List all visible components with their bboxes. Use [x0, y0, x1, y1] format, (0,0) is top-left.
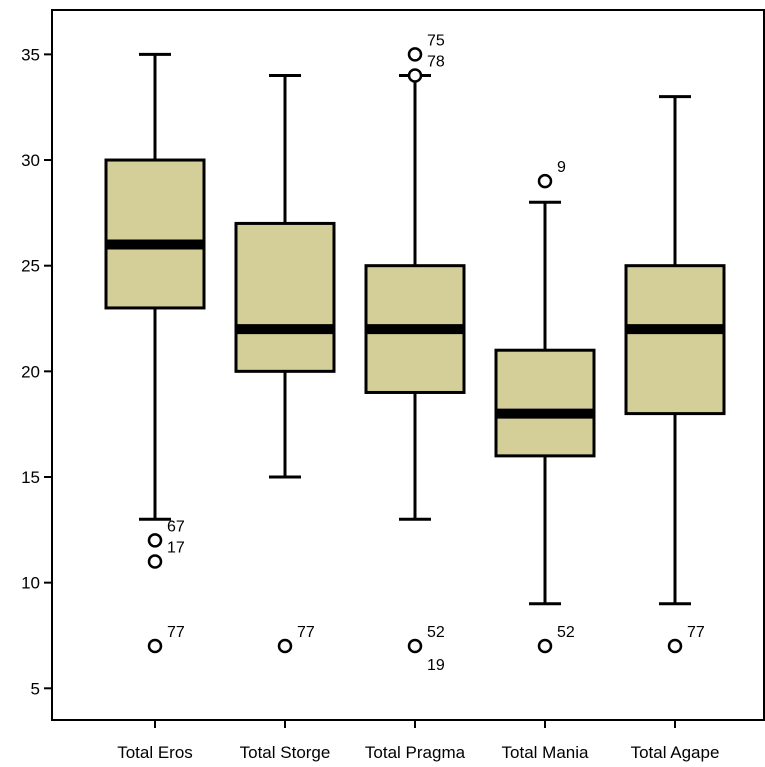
outlier-label: 52: [427, 624, 445, 641]
y-axis: 5 10 15 20 25 30 35: [21, 45, 52, 698]
outlier-point: [147, 638, 163, 654]
iqr-box: [234, 221, 336, 373]
outlier-label: 19: [427, 657, 445, 674]
box-group: 77: [234, 74, 336, 654]
category-label: Total Storge: [240, 743, 331, 762]
y-tick-label: 15: [21, 468, 40, 487]
outlier-point: [537, 173, 553, 189]
iqr-box: [624, 264, 726, 416]
outlier-label: 78: [427, 54, 445, 71]
outlier-label: 67: [167, 518, 185, 535]
category-label: Total Agape: [631, 743, 720, 762]
outlier-point: [407, 68, 423, 83]
outlier-label: 77: [167, 624, 185, 641]
box-group: 75 78 52 19: [364, 32, 466, 674]
box-group: 77: [624, 95, 726, 654]
y-tick-label: 30: [21, 151, 40, 170]
y-tick-label: 10: [21, 574, 40, 593]
outlier-label: 75: [427, 32, 445, 49]
y-tick-label: 25: [21, 257, 40, 276]
y-tick-label: 20: [21, 362, 40, 381]
outlier-point: [147, 533, 163, 548]
category-label: Total Pragma: [365, 743, 466, 762]
boxes-layer: 67 17 77 77 75 78 52 19 9 52 77: [104, 32, 726, 674]
outlier-point: [537, 638, 553, 654]
iqr-box: [494, 348, 596, 458]
category-label: Total Eros: [117, 743, 193, 762]
iqr-box: [104, 158, 206, 310]
y-tick-label: 35: [21, 45, 40, 64]
outlier-point: [147, 554, 163, 569]
y-tick-label: 5: [31, 679, 40, 698]
outlier-label: 77: [297, 624, 315, 641]
outlier-label: 77: [687, 624, 705, 641]
outlier-point: [407, 47, 423, 62]
x-axis: Total Eros Total Storge Total Pragma Total …: [117, 720, 719, 762]
outlier-point: [277, 638, 293, 654]
outlier-label: 52: [557, 624, 575, 641]
box-group: 9 52: [494, 159, 596, 654]
category-label: Total Mania: [502, 743, 589, 762]
outlier-point: [667, 638, 683, 654]
box-group: 67 17 77: [104, 52, 206, 654]
outlier-label: 17: [167, 540, 185, 557]
outlier-point: [407, 638, 423, 654]
outlier-label: 9: [557, 159, 566, 176]
